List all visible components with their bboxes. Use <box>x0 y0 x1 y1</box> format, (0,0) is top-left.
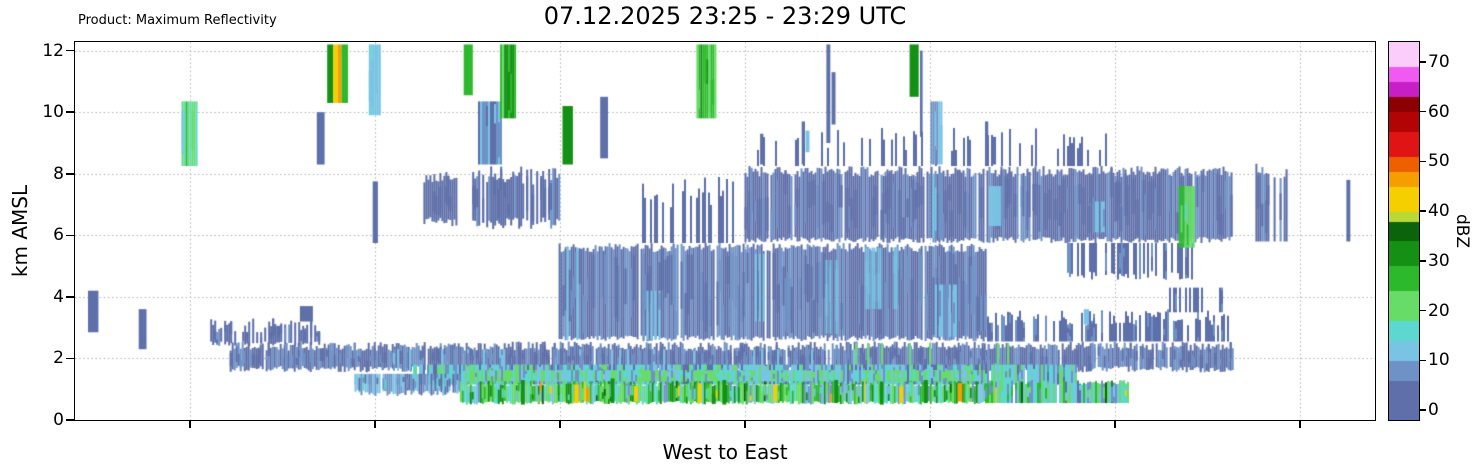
colorbar-tick-mark <box>1420 61 1426 63</box>
colorbar <box>1388 41 1420 421</box>
x-tick-mark <box>929 421 931 428</box>
colorbar-tick-label: 50 <box>1428 151 1450 172</box>
colorbar-tick-label: 70 <box>1428 51 1450 72</box>
plot-area <box>74 41 1376 421</box>
y-tick-label: 2 <box>53 348 64 369</box>
chart-title: 07.12.2025 23:25 - 23:29 UTC <box>543 2 907 30</box>
x-tick-mark <box>559 421 561 428</box>
y-tick-mark <box>66 296 74 298</box>
y-tick-mark <box>66 49 74 52</box>
colorbar-tick-label: 0 <box>1428 400 1439 421</box>
colorbar-tick-label: 10 <box>1428 350 1450 371</box>
colorbar-tick-mark <box>1420 409 1426 411</box>
reflectivity-heatmap-canvas <box>75 42 1375 420</box>
colorbar-tick-label: 40 <box>1428 201 1450 222</box>
y-tick-mark <box>66 234 74 237</box>
colorbar-gradient-canvas <box>1389 42 1419 420</box>
y-tick-mark <box>66 357 74 360</box>
colorbar-tick-mark <box>1420 110 1426 113</box>
y-tick-mark <box>66 111 74 113</box>
colorbar-tick-mark <box>1420 309 1426 312</box>
colorbar-tick-mark <box>1420 359 1426 361</box>
y-tick-label: 10 <box>42 102 64 123</box>
colorbar-tick-mark <box>1420 260 1426 262</box>
y-tick-mark <box>66 419 74 421</box>
x-tick-mark <box>1299 421 1301 428</box>
x-tick-mark <box>744 421 746 428</box>
product-label: Product: Maximum Reflectivity <box>78 13 277 28</box>
y-tick-label: 0 <box>53 410 64 430</box>
colorbar-tick-mark <box>1420 160 1426 163</box>
x-tick-mark <box>1114 421 1116 428</box>
x-axis-label: West to East <box>662 440 788 464</box>
y-tick-label: 8 <box>53 163 64 184</box>
y-tick-label: 12 <box>42 40 64 61</box>
colorbar-tick-label: 60 <box>1428 101 1450 122</box>
y-tick-mark <box>66 172 74 175</box>
colorbar-label: dBZ <box>1452 213 1472 249</box>
y-tick-label: 4 <box>53 286 64 307</box>
colorbar-tick-label: 20 <box>1428 300 1450 321</box>
x-tick-mark <box>189 421 191 428</box>
y-tick-label: 6 <box>53 225 64 246</box>
colorbar-tick-mark <box>1420 210 1426 212</box>
colorbar-tick-label: 30 <box>1428 250 1450 271</box>
x-tick-mark <box>374 421 376 428</box>
